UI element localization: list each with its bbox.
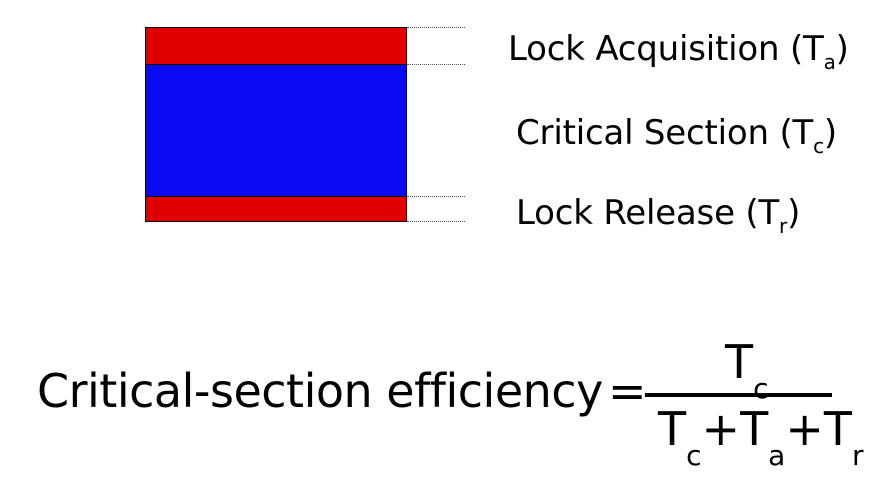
numerator-symbol: T	[725, 335, 754, 389]
lock-acquisition-label: Lock Acquisition (Ta)	[508, 29, 849, 72]
lock-release-label: Lock Release (Tr)	[516, 193, 801, 236]
critical-section-label-sub: c	[813, 134, 824, 158]
lock-release-label-sub: r	[779, 214, 788, 238]
efficiency-formula-name: Critical-section efficiency	[37, 364, 603, 418]
acquisition-bottom-guide	[407, 64, 465, 65]
critical-section-label: Critical Section (Tc)	[516, 113, 837, 156]
formula-equals-sign: =	[608, 364, 647, 418]
acquisition-top-guide	[407, 27, 465, 28]
lock-release-label-close: )	[787, 193, 801, 233]
lock-acquisition-label-sub: a	[823, 50, 836, 74]
denominator-ta-symbol: T	[740, 402, 769, 456]
formula-numerator: Tc	[725, 332, 769, 403]
lock-acquisition-label-text: Lock Acquisition (T	[508, 29, 824, 69]
release-bottom-guide	[407, 221, 465, 222]
lock-release-label-text: Lock Release (T	[516, 193, 780, 233]
denominator-plus-2: +	[785, 402, 824, 456]
denominator-tc-symbol: T	[658, 402, 687, 456]
denominator-tr-subscript: r	[852, 439, 864, 472]
formula-denominator: Tc+Ta+Tr	[658, 399, 864, 470]
critical-section-segment	[145, 64, 407, 197]
lock-release-segment	[145, 196, 407, 222]
lock-time-bar	[145, 27, 407, 222]
denominator-plus-1: +	[701, 402, 741, 456]
critical-section-label-close: )	[823, 113, 837, 153]
fraction-bar	[645, 393, 832, 397]
denominator-tc-subscript: c	[686, 439, 702, 472]
lock-acquisition-segment	[145, 27, 407, 65]
denominator-tr-symbol: T	[823, 402, 852, 456]
critical-section-label-text: Critical Section (T	[516, 113, 814, 153]
denominator-ta-subscript: a	[768, 439, 786, 472]
release-top-guide	[407, 196, 465, 197]
lock-acquisition-label-close: )	[835, 29, 849, 69]
